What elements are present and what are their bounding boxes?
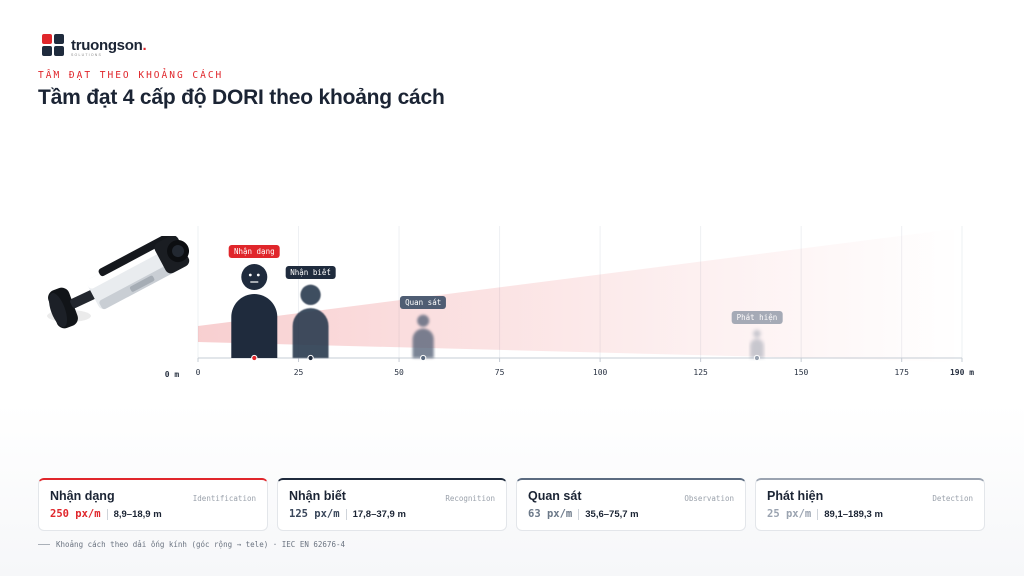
axis-tick-label: 175 (894, 368, 909, 377)
person-eye (256, 273, 260, 277)
brand-name: truongson. (71, 36, 147, 54)
axis-origin-label: 0 m (165, 370, 180, 379)
axis-tick-label: 75 (495, 368, 505, 377)
distance-marker (420, 354, 427, 362)
axis-end-label: 190 m (950, 368, 974, 377)
card-english-label: Detection (932, 494, 973, 503)
distance-marker (251, 354, 258, 362)
person-head (753, 329, 761, 338)
logo-mark-icon (42, 34, 66, 56)
person-body (750, 338, 764, 358)
bullet-camera-icon (47, 236, 190, 329)
card-english-label: Identification (192, 494, 256, 503)
distance-marker (753, 354, 761, 362)
axis-tick-label: 100 (593, 368, 608, 377)
brand-logo: truongson. SOLUTIONS (42, 34, 147, 57)
person-body (231, 294, 278, 358)
card-range: 8,9–18,9 m (113, 508, 162, 520)
person-head (300, 284, 321, 305)
card-pixel-density: 250 px/m (50, 508, 101, 520)
person-figure (412, 314, 434, 358)
level-tag: Quan sát (400, 295, 447, 309)
dori-range-chart: 0 25 50 75 100 125 150 175 0 m 190 m (165, 226, 974, 379)
person-figure (292, 284, 329, 358)
dori-level-cards: Nhận dạng Identification 250 px/m 8,9–18… (38, 478, 985, 531)
card-detection: Phát hiện Detection 25 px/m 89,1–189,3 m (755, 478, 985, 531)
card-divider (106, 508, 108, 520)
card-english-label: Observation (684, 494, 734, 503)
card-range: 35,6–75,7 m (585, 508, 639, 520)
card-pixel-density: 25 px/m (767, 508, 812, 520)
page-title: Tầm đạt 4 cấp độ DORI theo khoảng cách (38, 86, 445, 109)
card-identification: Nhận dạng Identification 250 px/m 8,9–18… (38, 478, 268, 531)
card-english-label: Recognition (445, 494, 495, 503)
distance-marker (307, 354, 314, 362)
card-range: 17,8–37,9 m (352, 508, 406, 520)
person-head (417, 314, 430, 327)
person-body (292, 308, 329, 358)
person-eye (248, 273, 252, 277)
footnote: Khoảng cách theo dải ống kính (góc rộng … (38, 540, 345, 549)
level-tag: Phát hiện (731, 310, 783, 324)
axis-tick-label: 150 (794, 368, 809, 377)
brand-sub: SOLUTIONS (71, 53, 103, 57)
card-pixel-density: 63 px/m (528, 508, 573, 520)
card-range: 89,1–189,3 m (824, 508, 883, 520)
person-figure (231, 264, 278, 358)
card-divider (578, 508, 580, 520)
card-title: Phát hiện (767, 489, 824, 503)
axis-tick-label: 25 (294, 368, 304, 377)
footnote-text: Khoảng cách theo dải ống kính (góc rộng … (56, 540, 345, 549)
card-title: Nhận biết (289, 489, 346, 503)
axis-tick-label: 125 (693, 368, 708, 377)
person-body (412, 328, 434, 358)
axis-tick-label: 50 (394, 368, 404, 377)
card-divider (817, 508, 819, 520)
footnote-rule (38, 544, 50, 545)
card-pixel-density: 125 px/m (289, 508, 340, 520)
card-divider (345, 508, 347, 520)
card-recognition: Nhận biết Recognition 125 px/m 17,8–37,9… (277, 478, 507, 531)
person-head (241, 264, 268, 290)
camera-beam (198, 228, 962, 362)
level-tag: Nhận biết (285, 265, 336, 279)
card-observation: Quan sát Observation 63 px/m 35,6–75,7 m (516, 478, 746, 531)
section-eyebrow: TẦM ĐẠT THEO KHOẢNG CÁCH (38, 70, 224, 81)
card-title: Quan sát (528, 489, 582, 503)
card-title: Nhận dạng (50, 489, 115, 503)
level-tag: Nhận dạng (228, 245, 280, 258)
person-figure (750, 329, 764, 358)
axis-tick-label: 0 (196, 368, 201, 377)
